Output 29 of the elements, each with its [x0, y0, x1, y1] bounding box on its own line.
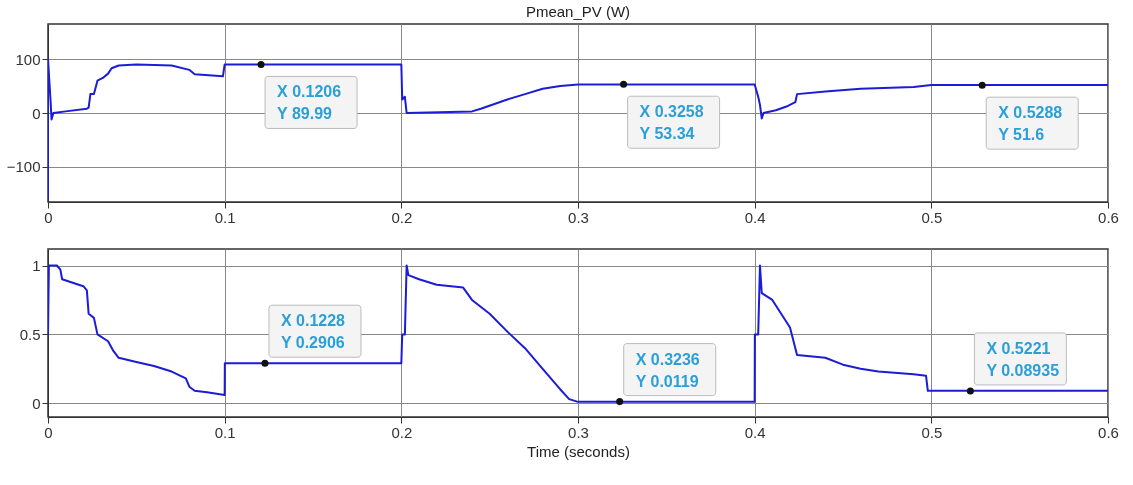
x-tick-label: 0.5	[921, 423, 943, 441]
chart-title: Pmean_PV (W)	[525, 3, 631, 20]
y-tick-label: 1	[32, 257, 41, 275]
x-tick-label: 0.2	[391, 208, 413, 226]
y-tick-label: 0	[32, 394, 41, 412]
x-tick-label: 0.4	[744, 423, 766, 441]
x-tick-label: 0.6	[1098, 208, 1119, 226]
x-tick-label: 0.4	[744, 208, 766, 226]
x-tick-label: 0.6	[1098, 423, 1119, 441]
line-series	[48, 264, 1108, 403]
x-tick-label: 0.1	[214, 423, 236, 441]
annotation: X 0.1228 Y 0.2906	[280, 312, 346, 352]
x-axis-title: Time (seconds)	[527, 442, 630, 460]
x-tick-label: 0	[44, 208, 53, 226]
annotation: X 0.3258 Y 53.34	[639, 103, 704, 143]
annotation: X 0.5221 Y 0.08935	[986, 339, 1060, 379]
y-tick-label: −100	[6, 158, 41, 176]
x-tick-label: 0.3	[568, 208, 589, 226]
y-tick-label: 0.5	[19, 325, 41, 343]
x-tick-label: 0.1	[214, 208, 236, 226]
y-tick-label: 0	[32, 104, 41, 122]
annotation: X 0.1206 Y 89.99	[277, 83, 342, 123]
annotation: X 0.3236 Y 0.0119	[635, 350, 700, 390]
y-tick-label: 100	[15, 50, 41, 68]
annotation: X 0.5288 Y 51.6	[998, 104, 1063, 144]
x-tick-label: 0	[44, 423, 53, 441]
x-tick-label: 0.5	[921, 208, 943, 226]
x-tick-label: 0.2	[391, 423, 413, 441]
x-tick-label: 0.3	[568, 423, 589, 441]
